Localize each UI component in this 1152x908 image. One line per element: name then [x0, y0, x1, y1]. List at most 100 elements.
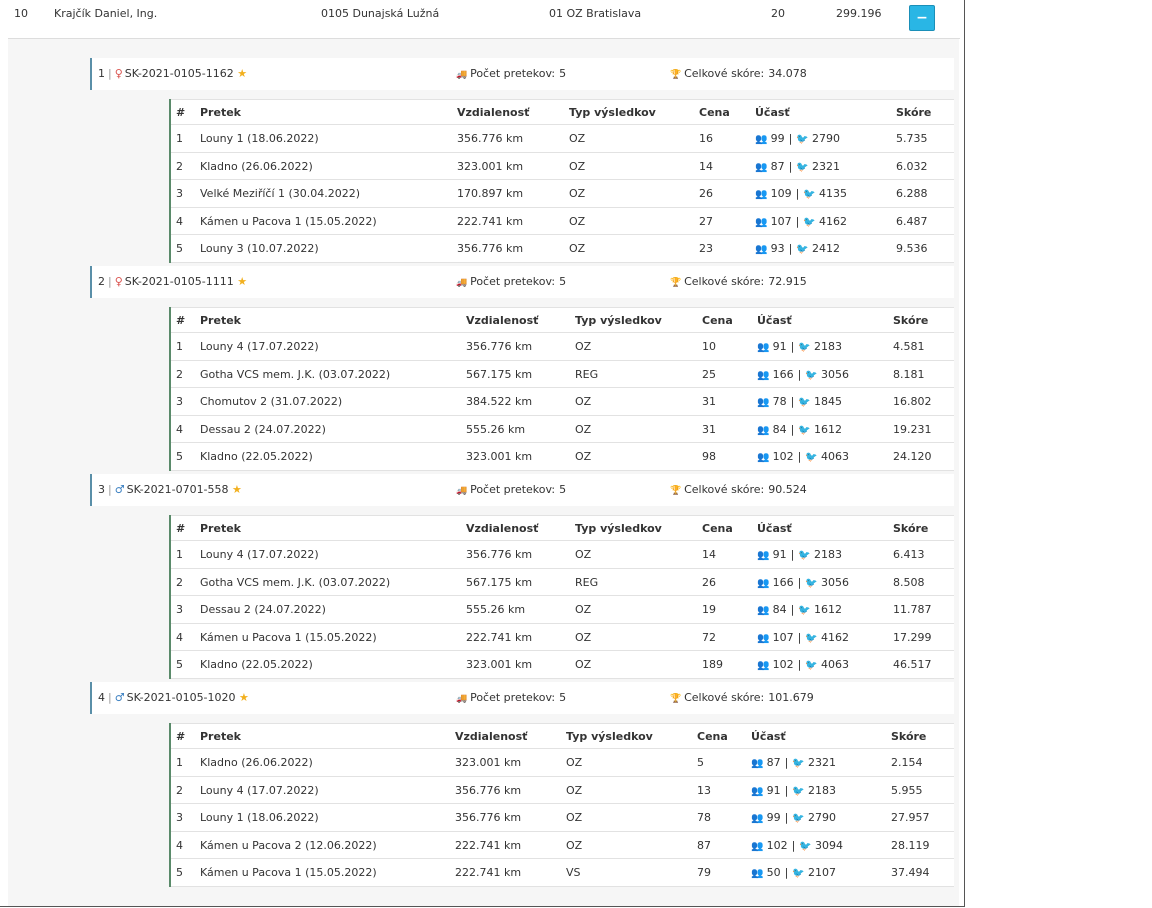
participants-count: 91	[766, 783, 781, 797]
race-price: 87	[697, 838, 711, 852]
bird-ident: 4 | ♂ SK-2021-0105-1020 ★	[98, 691, 249, 704]
bird-header[interactable]: 4 | ♂ SK-2021-0105-1020 ★ 🚚 Počet pretekov: 5…	[90, 682, 954, 714]
result-type: OZ	[575, 422, 592, 436]
participation: 👥 93 | 🐦 2412	[755, 242, 840, 255]
table-header: # Pretek Vzdialenosť Typ výsledkov Cena Účasť…	[171, 723, 954, 749]
participants-count: 91	[772, 548, 787, 561]
table-row[interactable]: 2 Louny 4 (17.07.2022) 356.776 km OZ 13 👥 91 |…	[171, 777, 954, 804]
separator: |	[797, 630, 802, 644]
table-row[interactable]: 3 Chomutov 2 (31.07.2022) 384.522 km OZ 31 👥 …	[171, 388, 954, 416]
table-row[interactable]: 5 Louny 3 (10.07.2022) 356.776 km OZ 23 👥 93 |…	[171, 235, 954, 263]
table-row[interactable]: 3 Dessau 2 (24.07.2022) 555.26 km OZ 19 👥 84 |…	[171, 596, 954, 624]
bird-ident: 2 | ♀ SK-2021-0105-1111 ★	[98, 275, 247, 288]
bird-icon: 🐦	[798, 342, 814, 353]
col-header-num: #	[176, 314, 186, 327]
race-name: Dessau 2 (24.07.2022)	[200, 422, 326, 436]
bird-header[interactable]: 2 | ♀ SK-2021-0105-1111 ★ 🚚 Počet pretekov: 5…	[90, 266, 954, 298]
col-header-race: Pretek	[200, 522, 241, 535]
race-price: 14	[699, 159, 713, 173]
birds-count: 4162	[819, 214, 847, 228]
table-row[interactable]: 3 Velké Meziříčí 1 (30.04.2022) 170.897 km…	[171, 180, 954, 208]
total-score: 🏆 Celkové skóre: 101.679	[670, 691, 814, 704]
star-icon: ★	[235, 691, 249, 704]
col-header-score: Skóre	[896, 106, 932, 119]
race-name: Chomutov 2 (31.07.2022)	[200, 395, 343, 408]
race-name: Velké Meziříčí 1 (30.04.2022)	[200, 187, 361, 200]
collapse-button[interactable]: −	[909, 5, 935, 31]
race-score: 46.517	[893, 658, 932, 671]
table-row[interactable]: 2 Kladno (26.06.2022) 323.001 km OZ 14 👥 87 | 🐦…	[171, 153, 954, 180]
divider	[8, 38, 960, 39]
row-num: 1	[176, 340, 183, 353]
bird-ring[interactable]: SK-2021-0105-1162	[124, 67, 234, 80]
table-row[interactable]: 4 Kámen u Pacova 2 (12.06.2022) 222.741 km…	[171, 832, 954, 859]
separator: |	[784, 756, 789, 769]
participation: 👥 87 | 🐦 2321	[755, 160, 840, 173]
race-distance: 170.897 km	[457, 187, 524, 200]
row-num: 4	[176, 214, 183, 228]
table-row[interactable]: 4 Kámen u Pacova 1 (15.05.2022) 222.741 km…	[171, 624, 954, 651]
participation: 👥 84 | 🐦 1612	[757, 423, 842, 436]
table-row[interactable]: 5 Kladno (22.05.2022) 323.001 km OZ 98 👥 102 |…	[171, 443, 954, 471]
table-row[interactable]: 4 Dessau 2 (24.07.2022) 555.26 km OZ 31 👥 84 |…	[171, 416, 954, 443]
separator: |	[790, 548, 795, 561]
bird-block: 2 | ♀ SK-2021-0105-1111 ★ 🚚 Počet pretekov: 5…	[8, 266, 959, 472]
col-header-type: Typ výsledkov	[569, 106, 656, 119]
breeder-row[interactable]: 10 Krajčík Daniel, Ing. 0105 Dunajská Lu…	[0, 0, 964, 38]
participation: 👥 102 | 🐦 4063	[757, 658, 849, 671]
race-distance: 356.776 km	[466, 340, 533, 353]
result-type: OZ	[575, 548, 592, 561]
race-score: 27.957	[891, 811, 930, 824]
race-distance: 222.741 km	[455, 866, 522, 879]
race-distance: 356.776 km	[455, 811, 522, 824]
table-row[interactable]: 1 Louny 1 (18.06.2022) 356.776 km OZ 16 👥 99 |…	[171, 125, 954, 153]
participants-count: 78	[772, 395, 787, 408]
separator: |	[795, 214, 800, 228]
race-price: 26	[702, 575, 716, 589]
table-row[interactable]: 2 Gotha VCS mem. J.K. (03.07.2022) 567.175…	[171, 361, 954, 388]
birds-count: 2321	[812, 159, 840, 173]
table-row[interactable]: 3 Louny 1 (18.06.2022) 356.776 km OZ 78 👥 99 |…	[171, 804, 954, 832]
participants-count: 166	[772, 367, 794, 381]
people-icon: 👥	[757, 632, 773, 644]
truck-icon: 🚚	[456, 694, 471, 704]
bird-header[interactable]: 1 | ♀ SK-2021-0105-1162 ★ 🚚 Počet pretekov: 5…	[90, 58, 954, 90]
result-type: VS	[566, 866, 581, 879]
row-num: 3	[176, 395, 183, 408]
table-row[interactable]: 1 Louny 4 (17.07.2022) 356.776 km OZ 14 👥 91 |…	[171, 541, 954, 569]
table-row[interactable]: 5 Kámen u Pacova 1 (15.05.2022) 222.741 km…	[171, 859, 954, 887]
race-score: 9.536	[896, 242, 928, 255]
table-row[interactable]: 1 Louny 4 (17.07.2022) 356.776 km OZ 10 👥 91 |…	[171, 333, 954, 361]
result-type: OZ	[575, 658, 592, 671]
race-name: Kámen u Pacova 1 (15.05.2022)	[200, 630, 377, 644]
table-row[interactable]: 5 Kladno (22.05.2022) 323.001 km OZ 189 👥 102…	[171, 651, 954, 679]
result-type: OZ	[575, 340, 592, 353]
col-header-num: #	[176, 106, 186, 119]
race-name: Louny 4 (17.07.2022)	[200, 548, 319, 561]
race-score: 24.120	[893, 450, 932, 463]
col-header-price: Cena	[702, 522, 733, 535]
female-icon: ♀	[114, 275, 123, 288]
people-icon: 👥	[757, 605, 773, 616]
bird-ring[interactable]: SK-2021-0105-1020	[126, 691, 236, 704]
result-type: OZ	[566, 756, 583, 769]
table-row[interactable]: 1 Kladno (26.06.2022) 323.001 km OZ 5 👥 87 | 🐦 …	[171, 749, 954, 777]
col-header-distance: Vzdialenosť	[457, 106, 530, 119]
bird-ring[interactable]: SK-2021-0701-558	[126, 483, 229, 496]
race-price: 27	[699, 214, 713, 228]
race-price: 19	[702, 603, 716, 616]
table-row[interactable]: 4 Kámen u Pacova 1 (15.05.2022) 222.741 km…	[171, 208, 954, 235]
table-row[interactable]: 2 Gotha VCS mem. J.K. (03.07.2022) 567.175…	[171, 569, 954, 596]
people-icon: 👥	[757, 369, 773, 381]
row-num: 3	[176, 811, 183, 824]
separator: |	[784, 866, 789, 879]
col-header-participation: Účasť	[755, 106, 790, 119]
bird-ring[interactable]: SK-2021-0105-1111	[124, 275, 234, 288]
results-panel: 10 Krajčík Daniel, Ing. 0105 Dunajská Lu…	[0, 0, 965, 907]
row-num: 5	[176, 866, 183, 879]
bird-header[interactable]: 3 | ♂ SK-2021-0701-558 ★ 🚚 Počet pretekov: 5 🏆…	[90, 474, 954, 506]
bird-icon: 🐦	[805, 452, 821, 463]
race-price: 31	[702, 422, 716, 436]
race-price: 79	[697, 866, 711, 879]
participants-count: 84	[772, 603, 787, 616]
